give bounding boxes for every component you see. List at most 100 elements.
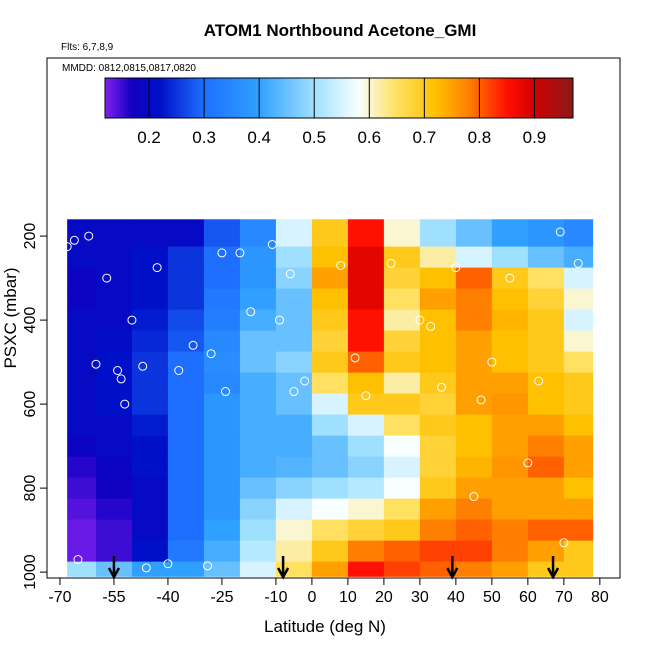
heatmap-cell [455,351,493,374]
heatmap-cell [419,414,457,437]
heatmap-cell [383,456,421,479]
heatmap-cell [131,477,169,500]
observation-point [246,307,256,317]
heatmap-cell [203,330,241,353]
heatmap-cell [167,456,205,479]
heatmap-cell [311,540,349,563]
heatmap-cell [347,309,385,332]
heatmap-cell [67,519,97,542]
heatmap-cell [383,330,421,353]
heatmap-cell [167,372,205,395]
heatmap-cell [203,561,241,577]
heatmap-cell [491,519,529,542]
heatmap-cell [275,288,313,311]
heatmap-cell [419,219,457,248]
heatmap-cell [203,498,241,521]
observation-point [350,353,360,363]
heatmap-cell [311,246,349,269]
heatmap-cell [239,288,277,311]
heatmap-cell [347,372,385,395]
observation-point [221,387,231,397]
heatmap-cell [131,393,169,416]
heatmap-cell [527,435,565,458]
heatmap-cell [527,540,565,563]
x-tick-label: 60 [519,589,537,606]
heatmap-cell [239,477,277,500]
heatmap-cell [563,330,594,353]
heatmap-cell [419,477,457,500]
heatmap-cell [383,561,421,577]
heatmap-cell [203,393,241,416]
heatmap-cell [239,456,277,479]
heatmap-cell [563,435,594,458]
heatmap-cell [275,393,313,416]
heatmap-cell [67,372,97,395]
heatmap-cell [95,219,133,248]
observation-point [113,366,123,376]
heatmap-cell [203,372,241,395]
observation-point [138,361,148,371]
observation-point [84,231,94,241]
observation-point [275,315,285,325]
heatmap-cell [95,267,133,290]
heatmap-cell [67,414,97,437]
colorbar-tick-label: 0.2 [137,128,161,147]
heatmap-cell [491,477,529,500]
y-tick-label: 400 [22,307,39,334]
heatmap-cell [203,477,241,500]
heatmap-cell [239,435,277,458]
observation-point [141,563,151,573]
heatmap-cell [347,498,385,521]
heatmap-cell [67,435,97,458]
heatmap-cell [203,414,241,437]
heatmap-cell [167,498,205,521]
heatmap-cell [95,393,133,416]
heatmap-cell [455,288,493,311]
heatmap-cell [275,372,313,395]
heatmap-cell [563,372,594,395]
heatmap-cell [419,393,457,416]
heatmap-cell [131,435,169,458]
heatmap-cell [95,477,133,500]
heatmap-cell [347,393,385,416]
heatmap-cell [167,393,205,416]
heatmap-cell [95,351,133,374]
heatmap-cell [239,393,277,416]
heatmap-cell [347,219,385,248]
heatmap-cell [527,498,565,521]
observation-point [69,235,79,245]
observation-point [505,273,515,283]
heatmap-cell [203,540,241,563]
heatmap-cell [527,246,565,269]
heatmap-cell [383,246,421,269]
heatmap-cell [347,246,385,269]
heatmap-cell [275,309,313,332]
heatmap-cell [275,519,313,542]
heatmap-cell [419,246,457,269]
heatmap-cell [239,309,277,332]
heatmap-cell [275,246,313,269]
heatmap-cell [491,330,529,353]
heatmap-cell [239,498,277,521]
observation-point [235,248,245,258]
heatmap-cell [311,288,349,311]
observation-point [127,315,137,325]
heatmap-cell [455,414,493,437]
heatmap-cell [347,540,385,563]
observation-point [559,538,569,548]
heatmap-cell [203,456,241,479]
heatmap-cell [347,330,385,353]
observation-point [217,248,227,258]
heatmap-cell [347,267,385,290]
y-tick-label: 600 [22,391,39,418]
heatmap-cell [491,288,529,311]
observation-point [451,263,461,273]
x-tick-label: -25 [210,589,233,606]
heatmap-cell [563,456,594,479]
heatmap-cell [95,519,133,542]
heatmap-cell [131,267,169,290]
x-tick-label: 20 [375,589,393,606]
heatmap-cell [491,561,529,577]
heatmap-cell [275,330,313,353]
